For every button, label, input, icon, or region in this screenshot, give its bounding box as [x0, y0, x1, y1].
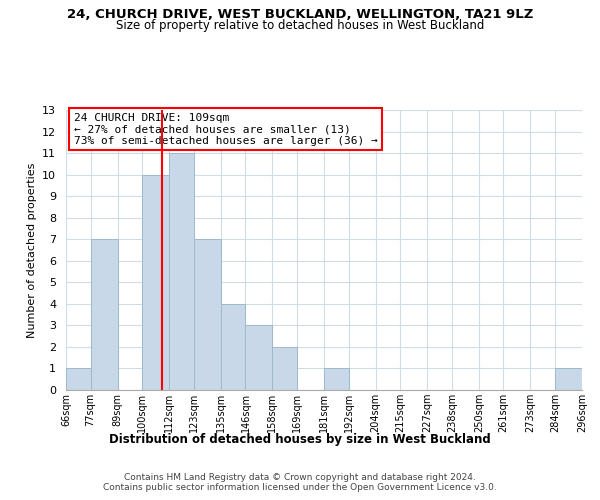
Bar	[66, 368, 91, 390]
Text: 24, CHURCH DRIVE, WEST BUCKLAND, WELLINGTON, TA21 9LZ: 24, CHURCH DRIVE, WEST BUCKLAND, WELLING…	[67, 8, 533, 20]
Text: 24 CHURCH DRIVE: 109sqm
← 27% of detached houses are smaller (13)
73% of semi-de: 24 CHURCH DRIVE: 109sqm ← 27% of detache…	[74, 113, 377, 146]
Bar	[324, 368, 349, 390]
Bar	[221, 304, 245, 390]
Bar	[555, 368, 582, 390]
Bar	[91, 239, 118, 390]
Text: Contains public sector information licensed under the Open Government Licence v3: Contains public sector information licen…	[103, 484, 497, 492]
Text: Size of property relative to detached houses in West Buckland: Size of property relative to detached ho…	[116, 18, 484, 32]
Bar	[194, 239, 221, 390]
Text: Distribution of detached houses by size in West Buckland: Distribution of detached houses by size …	[109, 432, 491, 446]
Text: Contains HM Land Registry data © Crown copyright and database right 2024.: Contains HM Land Registry data © Crown c…	[124, 472, 476, 482]
Bar	[142, 174, 169, 390]
Bar	[169, 153, 194, 390]
Bar	[245, 326, 272, 390]
Bar	[272, 347, 297, 390]
Y-axis label: Number of detached properties: Number of detached properties	[26, 162, 37, 338]
